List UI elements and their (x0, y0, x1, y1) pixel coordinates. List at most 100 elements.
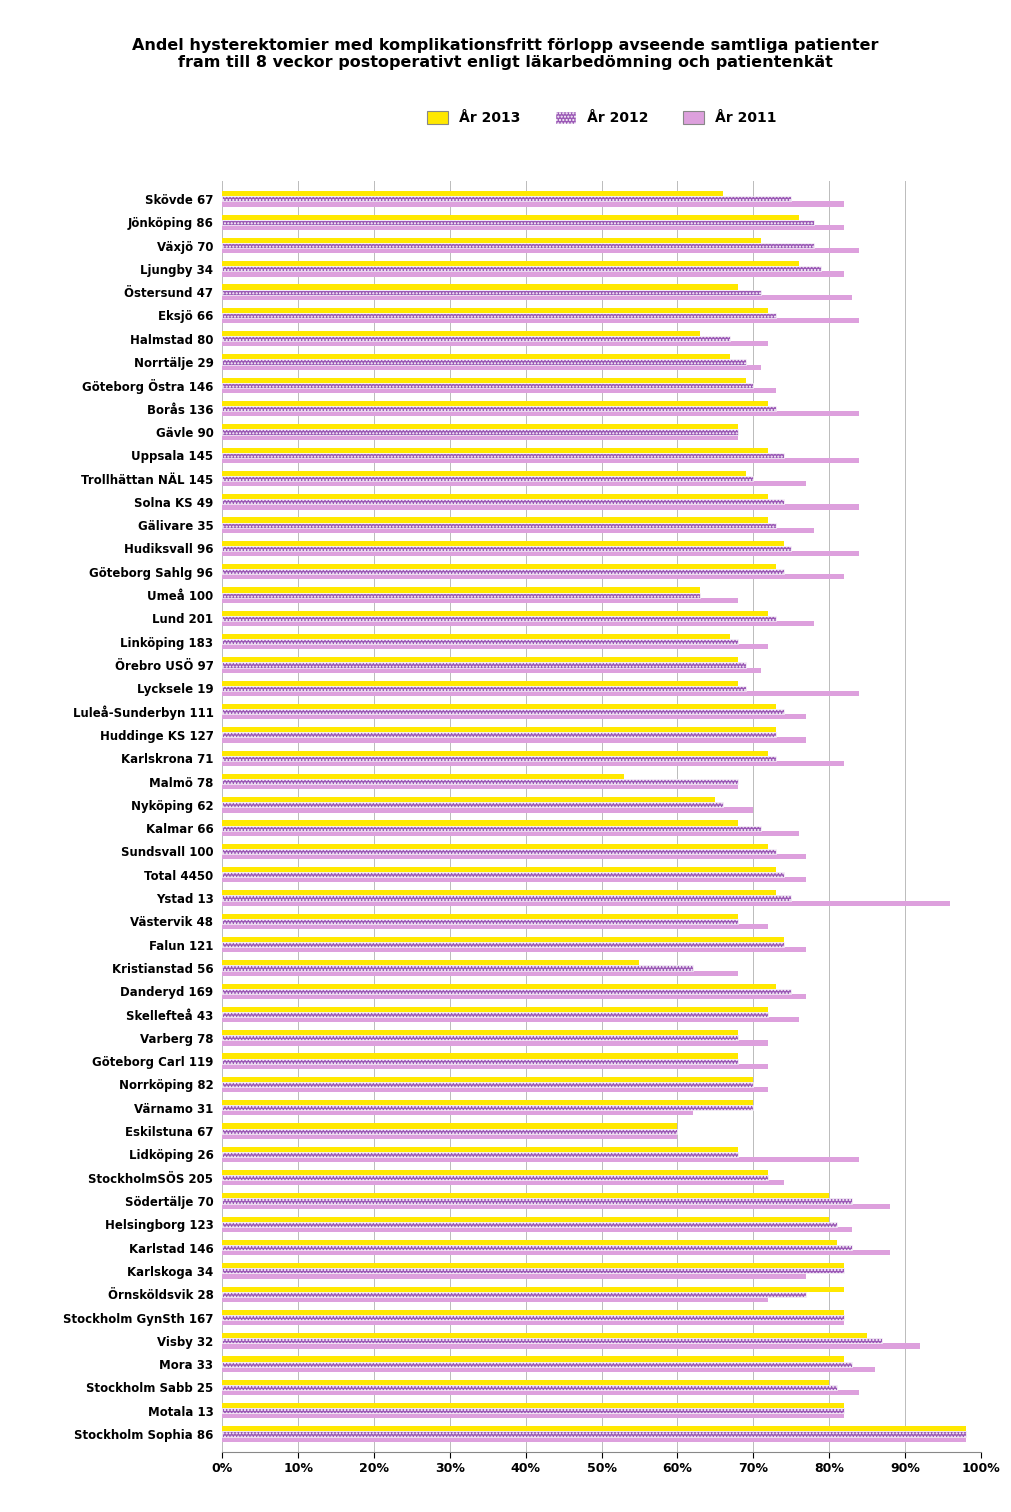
Bar (222, 668, 760, 673)
Bar (222, 219, 814, 225)
Bar (222, 1193, 829, 1199)
Bar (222, 593, 700, 597)
Bar (222, 1152, 738, 1157)
Bar (222, 848, 776, 854)
Bar (222, 611, 768, 615)
Bar (222, 1240, 836, 1244)
Bar (222, 546, 791, 550)
Bar (222, 597, 738, 603)
Bar (222, 1273, 806, 1279)
Bar (222, 411, 859, 416)
Bar (222, 295, 851, 299)
Bar (222, 821, 738, 826)
Bar (222, 919, 738, 924)
Bar (222, 761, 844, 767)
Bar (222, 779, 738, 785)
Bar (222, 243, 814, 248)
Bar (222, 331, 700, 336)
Bar (222, 947, 806, 953)
Bar (222, 615, 776, 621)
Bar (222, 225, 844, 230)
Bar (222, 803, 723, 807)
Bar (222, 1134, 677, 1139)
Bar (222, 1087, 768, 1092)
Bar (222, 854, 806, 859)
Bar (222, 942, 784, 947)
Bar (222, 1199, 851, 1204)
Bar (222, 1244, 851, 1250)
Bar (222, 1181, 784, 1185)
Bar (222, 1077, 753, 1083)
Bar (222, 714, 806, 720)
Bar (222, 1291, 806, 1297)
Bar (222, 1426, 966, 1432)
Bar (222, 505, 859, 510)
Bar (222, 1309, 844, 1315)
Bar (222, 686, 745, 691)
Bar (222, 705, 776, 709)
Bar (222, 1007, 768, 1012)
Bar (222, 1105, 753, 1110)
Bar (222, 550, 859, 556)
Bar (222, 425, 738, 429)
Bar (222, 1263, 844, 1269)
Bar (222, 201, 844, 207)
Bar (222, 481, 806, 487)
Bar (222, 1297, 768, 1302)
Bar (222, 1222, 836, 1226)
Bar (222, 785, 738, 789)
Legend: År 2013, År 2012, År 2011: År 2013, År 2012, År 2011 (422, 106, 782, 132)
Bar (222, 984, 776, 989)
Bar (222, 1030, 738, 1036)
Bar (222, 248, 859, 253)
Bar (222, 1226, 851, 1232)
Bar (222, 1367, 875, 1371)
Bar (222, 564, 776, 569)
Bar (222, 924, 768, 928)
Bar (222, 1287, 844, 1291)
Bar (222, 709, 784, 714)
Bar (222, 342, 768, 346)
Bar (222, 1175, 768, 1181)
Bar (222, 621, 814, 626)
Bar (222, 448, 768, 452)
Bar (222, 872, 784, 877)
Bar (222, 901, 950, 906)
Bar (222, 1432, 966, 1436)
Bar (222, 401, 768, 407)
Bar (222, 1054, 738, 1058)
Bar (222, 1146, 738, 1152)
Bar (222, 756, 776, 761)
Bar (222, 1110, 693, 1116)
Bar (222, 575, 844, 579)
Bar (222, 452, 784, 458)
Bar (222, 383, 753, 389)
Bar (222, 1403, 844, 1408)
Bar (222, 1315, 844, 1320)
Bar (222, 1414, 844, 1418)
Bar (222, 1217, 829, 1222)
Bar (222, 965, 693, 971)
Bar (222, 587, 700, 593)
Bar (222, 1356, 844, 1362)
Bar (222, 271, 844, 277)
Bar (222, 680, 738, 686)
Bar (222, 470, 745, 476)
Bar (222, 378, 745, 383)
Bar (222, 960, 639, 965)
Bar (222, 634, 730, 640)
Bar (222, 738, 806, 742)
Bar (222, 993, 806, 999)
Bar (222, 1101, 753, 1105)
Bar (222, 308, 768, 313)
Bar (222, 360, 745, 364)
Bar (222, 434, 738, 440)
Bar (222, 541, 784, 546)
Bar (222, 458, 859, 463)
Bar (222, 1390, 859, 1396)
Bar (222, 844, 768, 848)
Bar (222, 476, 753, 481)
Bar (222, 266, 821, 271)
Bar (222, 895, 791, 901)
Bar (222, 197, 791, 201)
